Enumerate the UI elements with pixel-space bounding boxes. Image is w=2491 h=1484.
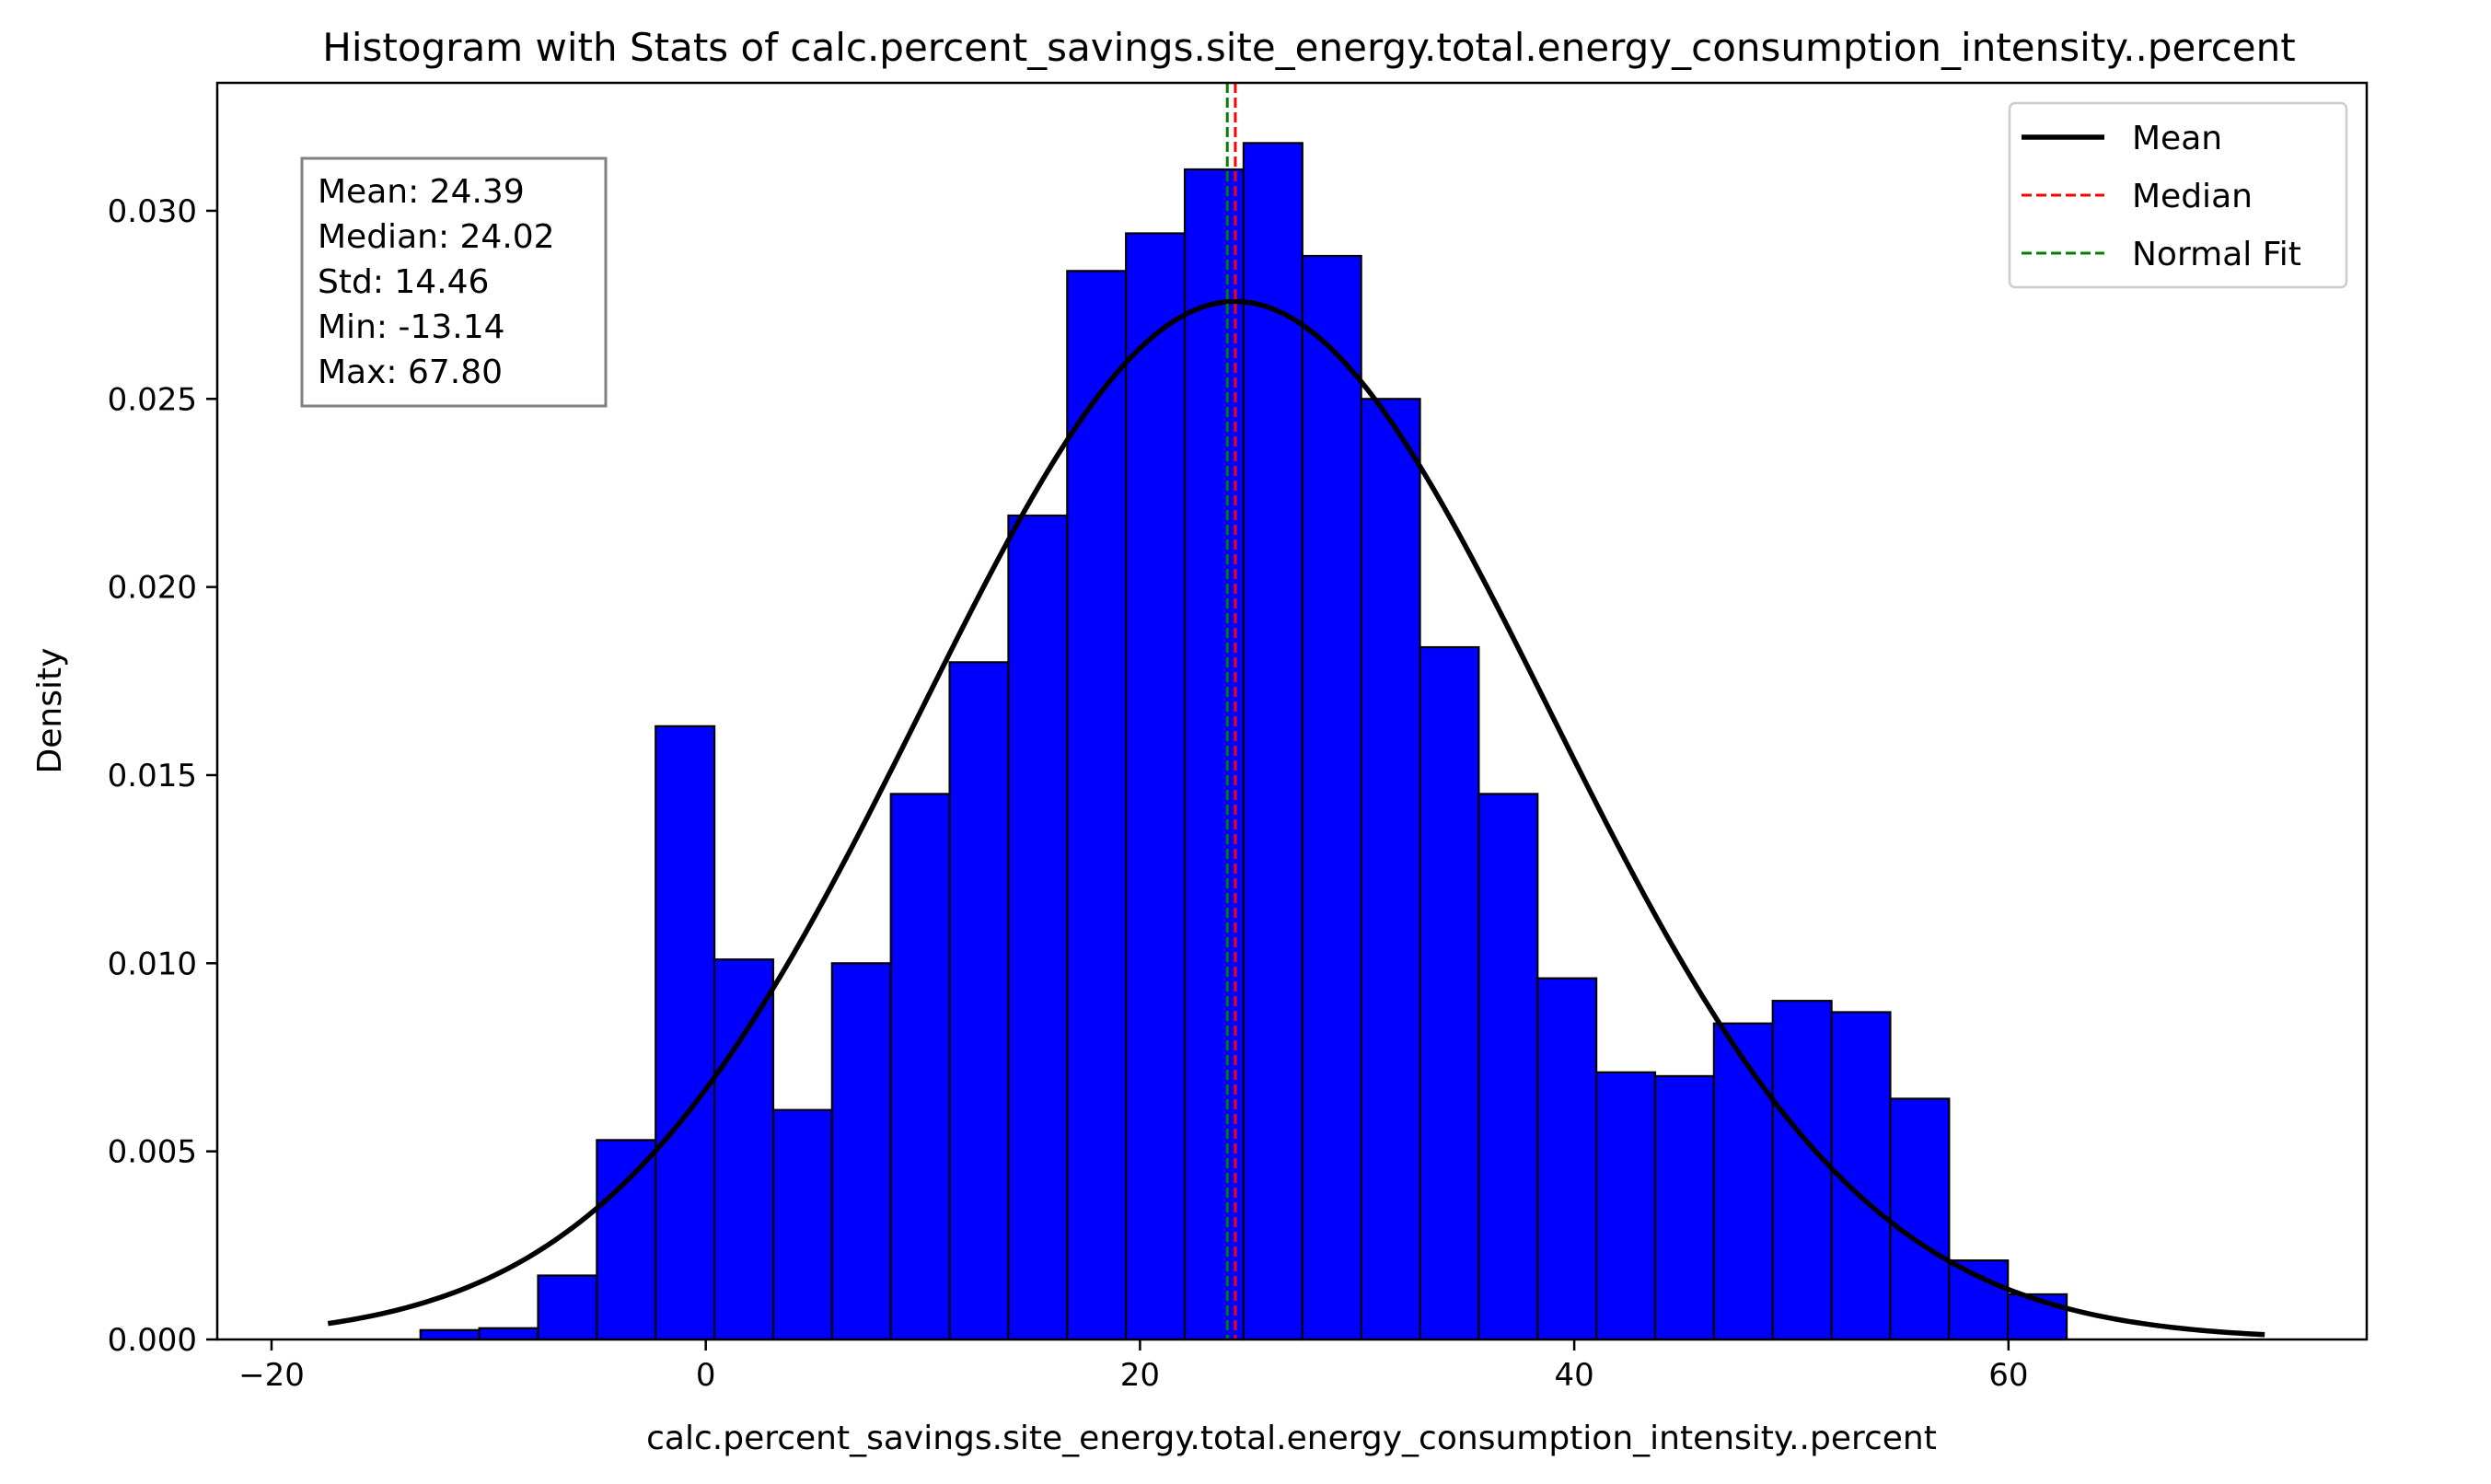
x-tick-label: 40 (1554, 1357, 1593, 1394)
histogram-bar (1653, 1074, 1715, 1341)
histogram-bar (948, 661, 1010, 1341)
histogram-bar (1066, 270, 1128, 1341)
stats-median: Median: 24.02 (318, 218, 555, 256)
x-axis-ticks: −20 0 20 40 60 (238, 1339, 2028, 1394)
histogram-bar (830, 962, 892, 1341)
y-tick-label: 0.015 (108, 758, 197, 794)
stats-box: Mean: 24.39 Median: 24.02 Std: 14.46 Min… (300, 157, 608, 408)
legend-label-mean: Mean (2132, 120, 2222, 157)
histogram-bar (1360, 398, 1421, 1341)
x-tick-label: −20 (238, 1357, 305, 1394)
y-tick-label: 0.020 (108, 570, 197, 607)
histogram-bar (1242, 142, 1303, 1341)
stats-min: Min: -13.14 (318, 308, 505, 346)
legend: Mean Median Normal Fit (2008, 101, 2348, 289)
histogram-bar (655, 725, 716, 1341)
y-tick-label: 0.010 (108, 945, 197, 982)
x-tick-label: 0 (696, 1357, 716, 1394)
histogram-bar (1595, 1071, 1657, 1341)
histogram-bar (478, 1327, 539, 1341)
y-tick-label: 0.005 (108, 1134, 197, 1171)
legend-label-normal-fit: Normal Fit (2132, 236, 2301, 273)
axes-frame (215, 81, 2369, 1341)
histogram-bar (713, 958, 775, 1341)
histogram-bar (771, 1108, 833, 1341)
histogram-bar (1301, 254, 1362, 1341)
x-tick-label: 60 (1988, 1357, 2028, 1394)
histogram-bar (1419, 645, 1480, 1341)
y-axis-label: Density (31, 648, 69, 774)
plot-area (327, 83, 2265, 1341)
x-tick-label: 20 (1120, 1357, 1160, 1394)
chart-title: Histogram with Stats of calc.percent_sav… (322, 25, 2295, 70)
y-axis-ticks: 0.000 0.005 0.010 0.015 0.020 0.025 0.030 (108, 193, 217, 1359)
histogram-bar (1712, 1022, 1774, 1341)
stats-mean: Mean: 24.39 (318, 173, 525, 211)
histogram-bar (1948, 1259, 2010, 1341)
histogram-bar (1771, 1000, 1833, 1341)
stats-std: Std: 14.46 (318, 263, 489, 301)
histogram-bar (1536, 977, 1598, 1341)
histogram-bar (596, 1139, 657, 1341)
histogram-bar (1125, 232, 1187, 1341)
histogram-bar (1183, 168, 1246, 1341)
histogram-bar (1889, 1097, 1951, 1341)
y-tick-label: 0.025 (108, 381, 197, 418)
legend-label-median: Median (2132, 178, 2253, 215)
histogram-bar (537, 1274, 598, 1341)
legend-frame (2008, 101, 2348, 289)
stats-max: Max: 67.80 (318, 354, 503, 391)
histogram-bars (419, 142, 2068, 1341)
stats-box-frame (300, 157, 608, 408)
histogram-bar (1007, 514, 1069, 1341)
histogram-bar (1477, 793, 1539, 1341)
normal-fit-curve (327, 298, 2265, 1338)
histogram-bar (889, 793, 951, 1341)
histogram-bar (419, 1328, 481, 1341)
x-axis-label: calc.percent_savings.site_energy.total.e… (646, 1420, 1937, 1457)
y-tick-label: 0.000 (108, 1322, 197, 1359)
y-tick-label: 0.030 (108, 193, 197, 230)
